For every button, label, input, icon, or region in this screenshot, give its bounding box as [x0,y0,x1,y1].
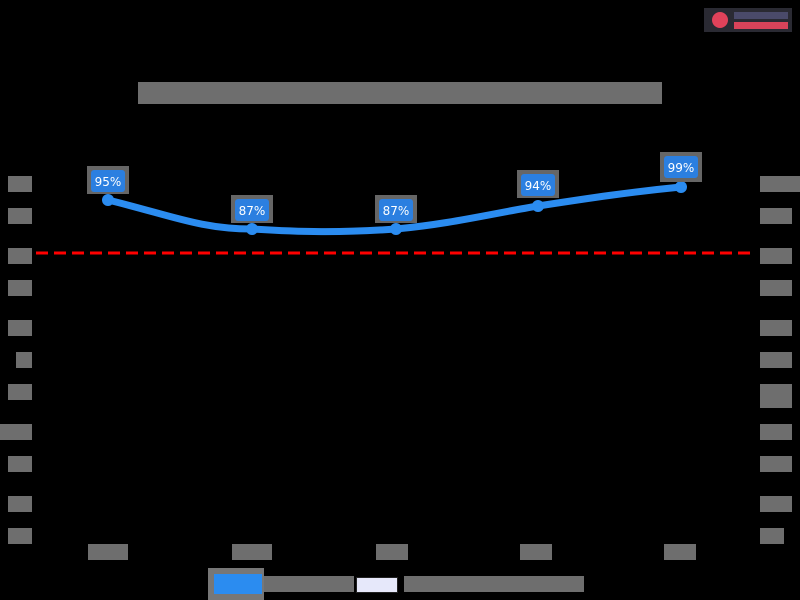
data-point[interactable] [102,194,114,206]
svg-text:99%: 99% [668,161,695,175]
left-y-tick [8,320,32,336]
svg-text:87%: 87% [239,204,266,218]
x-tick-label [520,544,552,560]
data-label: 94% [517,170,559,198]
left-y-tick [8,496,32,512]
data-point[interactable] [675,181,687,193]
legend-swatch-series[interactable] [214,574,262,594]
left-y-tick [0,424,32,440]
right-y-tick [760,280,792,296]
x-tick-label [88,544,128,560]
logo-text-bottom [734,22,788,29]
legend-swatch-secondary[interactable] [356,577,398,593]
right-y-tick [760,352,792,368]
svg-text:94%: 94% [525,179,552,193]
chart-title [138,82,662,104]
right-y-tick [760,456,792,472]
left-y-tick [8,176,32,192]
data-point[interactable] [390,223,402,235]
x-tick-label [664,544,696,560]
legend-label-secondary [404,576,584,592]
svg-text:95%: 95% [95,175,122,189]
data-label: 87% [231,195,273,223]
data-label: 99% [660,152,702,182]
svg-text:87%: 87% [383,204,410,218]
x-tick-label [232,544,272,560]
right-y-tick [760,208,792,224]
left-y-tick [8,384,32,400]
left-y-tick [8,208,32,224]
logo [704,8,792,32]
logo-mark-icon [712,12,728,28]
data-point[interactable] [246,223,258,235]
x-tick-label [376,544,408,560]
right-y-tick [760,248,792,264]
left-y-tick [8,528,32,544]
left-y-tick [8,280,32,296]
data-point[interactable] [532,200,544,212]
data-label: 87% [375,195,417,223]
left-y-tick [16,352,32,368]
left-y-tick [8,248,32,264]
right-y-tick [760,496,792,512]
right-y-tick [760,176,800,192]
legend-label-series [264,576,354,592]
right-y-tick [760,384,792,408]
right-y-tick [760,528,784,544]
left-y-tick [8,456,32,472]
right-y-tick [760,424,792,440]
right-y-tick [760,320,792,336]
data-label: 95% [87,166,129,194]
logo-text-top [734,12,788,19]
